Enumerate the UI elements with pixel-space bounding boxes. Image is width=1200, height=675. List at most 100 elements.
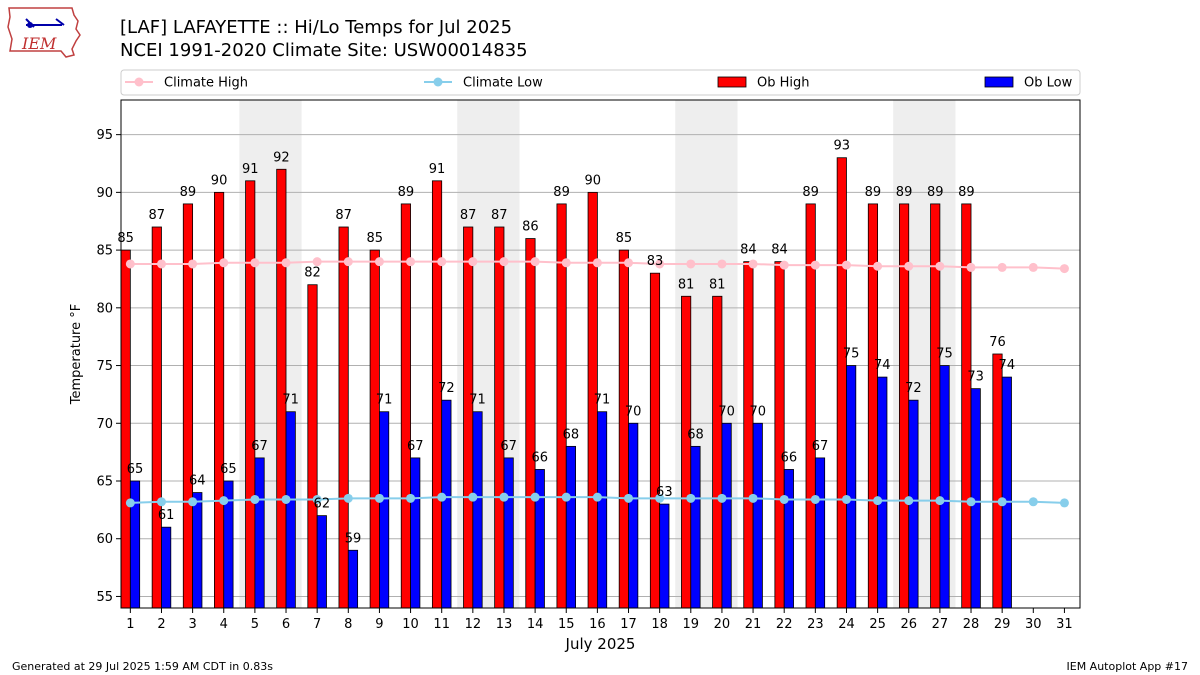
ob-low-bar (939, 365, 950, 609)
ob-high-bar (681, 295, 692, 609)
climate-low-point (717, 493, 727, 503)
legend-climate-low-label: Climate Low (463, 76, 543, 91)
ob-low-label: 67 (812, 439, 829, 454)
ob-low-bar (565, 445, 576, 609)
climate-low-point (437, 492, 447, 502)
legend-climate-high-label: Climate High (164, 76, 248, 91)
x-tick-label: 9 (375, 617, 383, 632)
climate-high-point (873, 261, 883, 271)
ob-low-label: 64 (189, 474, 206, 489)
ob-low-label: 70 (625, 404, 642, 419)
climate-high-point (530, 257, 540, 267)
climate-high-point (281, 258, 291, 268)
ob-low-bar (192, 492, 203, 609)
ob-low-label: 67 (251, 439, 268, 454)
x-tick-label: 7 (313, 617, 321, 632)
x-tick-label: 23 (807, 617, 824, 632)
climate-low-point (250, 494, 260, 504)
ob-high-label: 89 (927, 185, 944, 200)
ob-high-bar (214, 191, 225, 609)
climate-high-point (966, 262, 976, 272)
x-tick-label: 6 (282, 617, 290, 632)
x-tick-label: 5 (251, 617, 259, 632)
ob-low-bar (534, 469, 545, 609)
climate-low-point (904, 496, 914, 506)
ob-low-label: 71 (594, 393, 611, 408)
x-tick-label: 26 (900, 617, 917, 632)
ob-low-label: 63 (656, 485, 673, 500)
ob-low-label: 65 (220, 462, 237, 477)
climate-high-point (468, 257, 478, 267)
ob-low-label: 68 (687, 427, 704, 442)
ob-high-bar (743, 261, 754, 609)
ob-low-bar (1001, 376, 1012, 609)
x-tick-label: 14 (527, 617, 544, 632)
ob-high-bar (245, 180, 256, 609)
ob-low-bar (285, 411, 296, 609)
ob-high-bar (836, 157, 847, 609)
ob-low-label: 70 (718, 404, 735, 419)
climate-low-point (1028, 497, 1038, 507)
x-tick-label: 1 (126, 617, 134, 632)
chart-subtitle: NCEI 1991-2020 Climate Site: USW00014835 (120, 40, 528, 61)
legend-climate-high-marker (134, 77, 144, 87)
x-tick-label: 27 (932, 617, 949, 632)
y-tick-label: 95 (96, 128, 113, 143)
legend-ob-low-label: Ob Low (1024, 76, 1073, 91)
ob-high-bar (774, 261, 785, 609)
ob-low-bar (441, 399, 452, 609)
iem-logo: IEM (7, 7, 81, 58)
ob-high-label: 81 (678, 277, 695, 292)
x-tick-label: 10 (402, 617, 419, 632)
ob-low-bar (721, 422, 732, 609)
climate-low-point (188, 497, 198, 507)
climate-high-point (561, 258, 571, 268)
x-tick-label: 22 (776, 617, 793, 632)
ob-high-bar (649, 272, 661, 609)
ob-low-label: 72 (905, 381, 922, 396)
climate-high-point (312, 257, 322, 267)
legend-ob-low-swatch (984, 76, 1014, 88)
climate-high-point (406, 257, 416, 267)
climate-high-point (188, 259, 198, 269)
climate-high-point (717, 259, 727, 269)
climate-high-point (686, 259, 696, 269)
ob-low-label: 66 (781, 450, 798, 465)
ob-low-label: 75 (936, 347, 953, 362)
ob-high-bar (369, 249, 380, 609)
ob-low-label: 65 (127, 462, 144, 477)
ob-low-bar (690, 445, 701, 609)
climate-low-point (312, 494, 322, 504)
ob-low-label: 66 (532, 450, 549, 465)
iowa-outline-icon (7, 7, 81, 58)
ob-low-bar (752, 422, 763, 609)
ob-low-label: 68 (563, 427, 580, 442)
ob-low-label: 62 (314, 497, 331, 512)
x-tick-label: 24 (838, 617, 855, 632)
climate-low-point (1059, 498, 1069, 508)
ob-high-label: 92 (273, 150, 290, 165)
ob-high-label: 82 (304, 266, 321, 281)
climate-high-point (592, 258, 602, 268)
x-tick-label: 13 (496, 617, 513, 632)
climate-low-point (935, 496, 945, 506)
ob-high-label: 76 (989, 335, 1006, 350)
climate-low-point (841, 494, 851, 504)
chart-title: [LAF] LAFAYETTE :: Hi/Lo Temps for Jul 2… (120, 17, 513, 38)
ob-high-label: 89 (398, 185, 415, 200)
climate-low-point (343, 493, 353, 503)
ob-high-label: 81 (709, 277, 726, 292)
ob-high-label: 83 (647, 254, 664, 269)
climate-low-point (281, 494, 291, 504)
ob-high-bar (338, 226, 349, 609)
climate-low-point (406, 493, 416, 503)
ob-low-bar (596, 411, 608, 609)
legend-ob-high-swatch (717, 76, 747, 88)
climate-low-point (468, 492, 478, 502)
x-tick-label: 20 (714, 617, 731, 632)
climate-high-point (219, 258, 229, 268)
ob-high-label: 89 (958, 185, 975, 200)
climate-low-point (655, 493, 665, 503)
ob-high-label: 87 (149, 208, 166, 223)
